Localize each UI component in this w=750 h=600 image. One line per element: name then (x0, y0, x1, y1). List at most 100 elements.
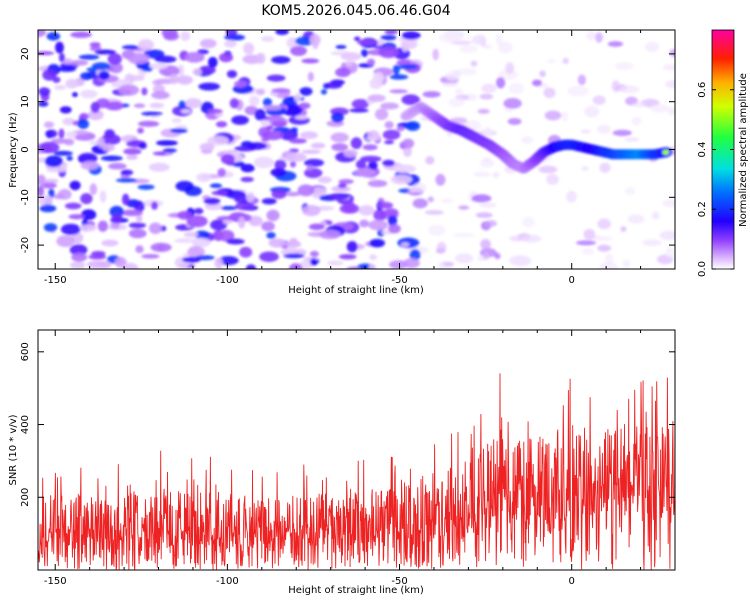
noise-blob (439, 32, 461, 43)
noise-blob (302, 205, 321, 217)
noise-blob (481, 83, 497, 94)
noise-blob (41, 182, 57, 189)
noise-blob (368, 160, 378, 171)
noise-blob (492, 171, 500, 178)
noise-blob (259, 251, 279, 262)
noise-blob (562, 57, 569, 65)
noise-blob (265, 125, 274, 131)
noise-blob (432, 48, 439, 61)
noise-blob (580, 129, 591, 134)
noise-blob (576, 240, 597, 246)
noise-blob (224, 40, 237, 48)
snr-y-tick-label: 600 (20, 342, 31, 361)
noise-blob (240, 176, 254, 183)
noise-blob (566, 190, 577, 203)
snr-x-tick-label: 0 (569, 576, 575, 587)
noise-blob (285, 240, 302, 248)
noise-blob (340, 52, 362, 61)
noise-blob (271, 189, 287, 199)
noise-blob (662, 64, 675, 71)
noise-blob (177, 210, 192, 220)
noise-blob (522, 216, 535, 228)
noise-blob (473, 171, 491, 177)
noise-blob (109, 62, 123, 74)
noise-blob (44, 155, 63, 168)
noise-blob (378, 46, 399, 59)
noise-blob (477, 108, 490, 114)
noise-blob (366, 58, 376, 66)
noise-blob (303, 158, 325, 167)
noise-blob (354, 36, 361, 41)
noise-blob (207, 56, 218, 68)
noise-blob (308, 223, 325, 231)
noise-blob (367, 94, 386, 102)
noise-blob (544, 110, 562, 121)
noise-blob (425, 156, 435, 165)
noise-blob (253, 156, 275, 169)
noise-blob (368, 263, 376, 269)
noise-blob (384, 30, 398, 35)
colorbar-tick-label: 0.2 (697, 201, 708, 217)
noise-blob (369, 254, 378, 261)
noise-blob (196, 172, 212, 182)
noise-blob (401, 31, 421, 40)
noise-blob (238, 216, 246, 229)
noise-blob (335, 67, 351, 78)
noise-blob (612, 129, 632, 137)
noise-blob (184, 52, 205, 63)
noise-blob (169, 73, 179, 85)
noise-blob (156, 140, 178, 146)
noise-blob (427, 196, 434, 203)
noise-blob (114, 256, 127, 268)
noise-blob (384, 121, 394, 129)
colorbar-tick-label: 0.6 (697, 82, 708, 98)
snr-x-tick-label: -150 (44, 576, 67, 587)
noise-blob (294, 93, 302, 103)
noise-blob (539, 70, 546, 78)
noise-blob (596, 124, 611, 134)
noise-blob (479, 202, 497, 209)
noise-blob (199, 38, 217, 49)
noise-blob (79, 113, 90, 120)
noise-blob (79, 224, 97, 232)
noise-blob (97, 220, 109, 232)
snr-plot-area (38, 330, 675, 570)
noise-blob (180, 31, 191, 42)
noise-blob (521, 234, 542, 243)
noise-blob (327, 260, 344, 266)
noise-blob (377, 201, 394, 209)
noise-blob (335, 44, 347, 50)
noise-blob (270, 168, 287, 177)
noise-blob (422, 91, 441, 98)
noise-blob (207, 135, 229, 146)
noise-blob (220, 153, 235, 165)
noise-blob (46, 167, 68, 173)
noise-blob (39, 141, 60, 154)
noise-blob (306, 165, 314, 171)
noise-blob (274, 159, 287, 170)
noise-blob (43, 121, 55, 129)
noise-blob (105, 101, 124, 111)
noise-blob (199, 142, 215, 152)
noise-blob (178, 100, 186, 109)
noise-blob (120, 169, 134, 176)
noise-blob (71, 92, 79, 98)
noise-blob (620, 226, 627, 232)
noise-blob (69, 244, 88, 256)
noise-blob (151, 91, 170, 100)
noise-blob (442, 82, 459, 88)
noise-blob (272, 120, 287, 128)
noise-blob (128, 228, 147, 239)
noise-blob (56, 235, 75, 248)
spectrogram-x-tick-label: 0 (569, 275, 575, 286)
noise-blob (90, 101, 100, 113)
noise-blob (508, 83, 525, 95)
noise-blob (403, 258, 420, 269)
noise-blob (88, 109, 104, 121)
noise-blob (599, 162, 611, 173)
noise-blob (256, 88, 266, 96)
noise-blob (62, 58, 73, 65)
noise-blob (494, 252, 501, 260)
noise-blob (91, 62, 111, 71)
noise-blob (65, 131, 78, 138)
